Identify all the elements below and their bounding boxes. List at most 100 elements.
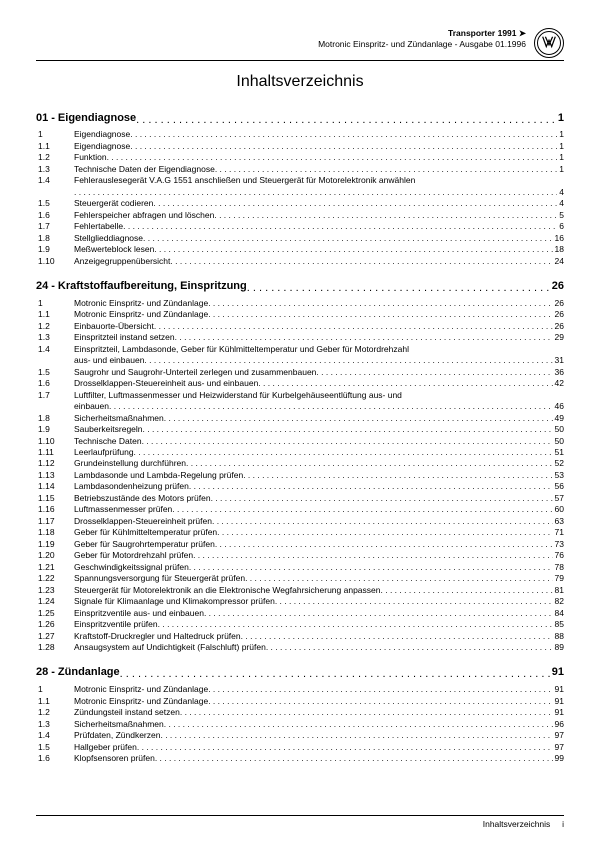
toc-entry: 1Eigendiagnose1 — [36, 129, 564, 140]
toc-entry: 1.5Hallgeber prüfen97 — [36, 742, 564, 753]
toc-page: 91 — [553, 696, 564, 707]
toc-entry: 1Motronic Einspritz- und Zündanlage26 — [36, 298, 564, 309]
toc-page: 81 — [553, 585, 564, 596]
vw-logo-icon — [534, 28, 564, 58]
section-number: 01 — [36, 111, 48, 126]
toc-index: 1.9 — [36, 244, 74, 255]
toc-text: Geber für Saugrohrtemperatur prüfen — [74, 539, 215, 550]
toc-page: 60 — [553, 504, 564, 515]
toc-entry: 1.2Zündungsteil instand setzen 91 — [36, 707, 564, 718]
toc-entry: 1.26Einspritzventile prüfen85 — [36, 619, 564, 630]
toc-index: 1.11 — [36, 447, 74, 458]
toc-text: Luftmassenmesser prüfen — [74, 504, 172, 515]
toc-page: 96 — [553, 719, 564, 730]
section-page: 1 — [556, 111, 564, 126]
toc-index: 1.7 — [36, 390, 74, 401]
toc-page: 78 — [553, 562, 564, 573]
toc-page: 5 — [557, 210, 564, 221]
toc-index: 1.13 — [36, 470, 74, 481]
toc-index: 1.3 — [36, 332, 74, 343]
toc-text: Kraftstoff-Druckregler und Haltedruck pr… — [74, 631, 241, 642]
toc-entry: 1.5Saugrohr und Saugrohr-Unterteil zerle… — [36, 367, 564, 378]
toc-index: 1.9 — [36, 424, 74, 435]
toc-page: 71 — [553, 527, 564, 538]
toc-page: 16 — [553, 233, 564, 244]
toc-entry: 1.4Fehlerauslesegerät V.A.G 1551 anschli… — [36, 175, 564, 198]
toc-page: 24 — [553, 256, 564, 267]
toc-text: Zündungsteil instand setzen — [74, 707, 180, 718]
toc-text: Technische Daten der Eigendiagnose — [74, 164, 215, 175]
toc-page: 99 — [553, 753, 564, 764]
footer-page-number: i — [562, 819, 564, 829]
toc-index: 1.1 — [36, 696, 74, 707]
toc-text: Grundeinstellung durchführen — [74, 458, 186, 469]
toc-text: Einspritzventile prüfen — [74, 619, 158, 630]
toc-page: 57 — [553, 493, 564, 504]
toc-text: Einspritzventile aus- und einbauen — [74, 608, 204, 619]
toc-page: 73 — [553, 539, 564, 550]
toc-text: Fehlerauslesegerät V.A.G 1551 anschließe… — [74, 175, 564, 186]
toc-entry: 1.28Ansaugsystem auf Undichtigkeit (Fals… — [36, 642, 564, 653]
toc-entry: 1.22Spannungsversorgung für Steuergerät … — [36, 573, 564, 584]
toc-index: 1.23 — [36, 585, 74, 596]
toc-page: 36 — [553, 367, 564, 378]
toc-page: 82 — [553, 596, 564, 607]
header-rule — [36, 60, 564, 61]
toc-text: Lambdasonde und Lambda-Regelung prüfen — [74, 470, 243, 481]
toc-text: Ansaugsystem auf Undichtigkeit (Falschlu… — [74, 642, 266, 653]
toc-text: Einspritzteil instand setzen — [74, 332, 175, 343]
section-heading: 28 - Zündanlage91 — [36, 665, 564, 680]
toc-text: Sauberkeitsregeln — [74, 424, 143, 435]
document-header: Transporter 1991 ➤ Motronic Einspritz- u… — [36, 28, 564, 58]
toc-index: 1.17 — [36, 516, 74, 527]
toc-page: 56 — [553, 481, 564, 492]
section-page: 26 — [550, 279, 564, 294]
toc-page: 1 — [557, 141, 564, 152]
toc-text: Signale für Klimaanlage und Klimakompres… — [74, 596, 275, 607]
toc-index: 1.6 — [36, 378, 74, 389]
toc-page: 52 — [553, 458, 564, 469]
toc-page: 50 — [553, 424, 564, 435]
toc-entry: 1.9Sauberkeitsregeln 50 — [36, 424, 564, 435]
toc-entry: 1.6Drosselklappen-Steuereinheit aus- und… — [36, 378, 564, 389]
toc-entry: 1.15Betriebszustände des Motors prüfen57 — [36, 493, 564, 504]
toc-page: 97 — [553, 742, 564, 753]
toc-entry: 1.17Drosselklappen-Steuereinheit prüfen6… — [36, 516, 564, 527]
toc-text: Eigendiagnose — [74, 129, 130, 140]
toc-index: 1.7 — [36, 221, 74, 232]
toc-text: Fehlerspeicher abfragen und löschen — [74, 210, 214, 221]
toc-entry: 1.2Funktion1 — [36, 152, 564, 163]
toc-page: 6 — [557, 221, 564, 232]
toc-index: 1.2 — [36, 152, 74, 163]
toc-page: 88 — [553, 631, 564, 642]
header-line2: Motronic Einspritz- und Zündanlage - Aus… — [318, 39, 526, 50]
toc-page: 4 — [557, 198, 564, 209]
toc-index: 1.3 — [36, 164, 74, 175]
toc-index: 1.2 — [36, 321, 74, 332]
toc-index: 1.1 — [36, 141, 74, 152]
header-line1: Transporter 1991 ➤ — [318, 28, 526, 39]
toc-index: 1.10 — [36, 256, 74, 267]
toc-text: Steuergerät für Motorelektronik an die E… — [74, 585, 381, 596]
toc-page: 84 — [553, 608, 564, 619]
toc-entry: 1.10Anzeigegruppenübersicht24 — [36, 256, 564, 267]
header-text: Transporter 1991 ➤ Motronic Einspritz- u… — [318, 28, 526, 49]
toc-entry: 1.8Stellglieddiagnose16 — [36, 233, 564, 244]
toc-text: Drosselklappen-Steuereinheit prüfen — [74, 516, 212, 527]
toc-entry: 1.3Sicherheitsmaßnahmen96 — [36, 719, 564, 730]
toc-text: Geber für Kühlmitteltemperatur prüfen — [74, 527, 217, 538]
toc-index: 1.27 — [36, 631, 74, 642]
toc-entry: 1.12Grundeinstellung durchführen52 — [36, 458, 564, 469]
toc-text: Motronic Einspritz- und Zündanlage — [74, 309, 208, 320]
toc-text: Einspritzteil, Lambdasonde, Geber für Kü… — [74, 344, 564, 355]
toc-index: 1.2 — [36, 707, 74, 718]
toc-entry: 1.1Motronic Einspritz- und Zündanlage91 — [36, 696, 564, 707]
toc-page: 91 — [553, 707, 564, 718]
toc-text: Betriebszustände des Motors prüfen — [74, 493, 211, 504]
toc-index: 1.5 — [36, 742, 74, 753]
toc-entry: 1.23Steuergerät für Motorelektronik an d… — [36, 585, 564, 596]
toc-text: Spannungsversorgung für Steuergerät prüf… — [74, 573, 245, 584]
table-of-contents: 01 - Eigendiagnose11Eigendiagnose11.1Eig… — [36, 111, 564, 765]
toc-entry: 1.10Technische Daten50 — [36, 436, 564, 447]
toc-entry: 1.1Eigendiagnose1 — [36, 141, 564, 152]
